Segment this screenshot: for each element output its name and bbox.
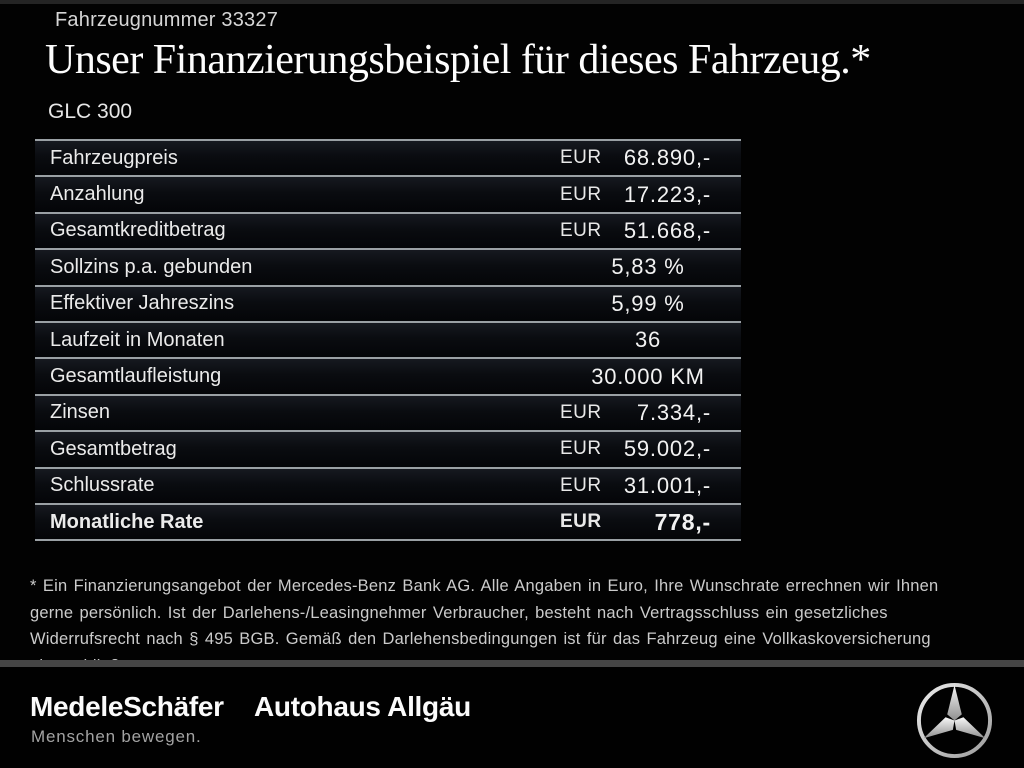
- row-value: 51.668,-: [623, 217, 711, 243]
- row-currency: EUR: [560, 219, 602, 241]
- table-row: Anzahlung EUR 17.223,-: [35, 175, 741, 212]
- row-value: 778,-: [654, 508, 711, 535]
- row-value-area: EUR 68.890,-: [555, 145, 741, 171]
- row-currency: EUR: [560, 183, 602, 205]
- row-value: 5,83 %: [611, 254, 685, 280]
- dealer-logo-medeleschaefer: MedeleSchäfer: [30, 691, 224, 722]
- row-label: Sollzins p.a. gebunden: [50, 255, 253, 278]
- row-label: Fahrzeugpreis: [50, 146, 178, 169]
- page-title: Unser Finanzierungsbeispiel für dieses F…: [45, 37, 871, 83]
- row-label: Gesamtbetrag: [50, 437, 177, 460]
- row-currency: EUR: [560, 511, 602, 533]
- dealer-logo-autohaus-allgaeu: Autohaus Allgäu: [254, 691, 471, 722]
- row-label: Effektiver Jahreszins: [50, 292, 235, 315]
- row-value: 30.000 KM: [591, 363, 705, 389]
- table-row: Schlussrate EUR 31.001,-: [35, 466, 741, 503]
- table-row: Gesamtlaufleistung 30.000 KM: [35, 357, 741, 394]
- footer: MedeleSchäfer Menschen bewegen. Autohaus…: [0, 667, 1024, 768]
- vehicle-number: Fahrzeugnummer 33327: [55, 9, 279, 31]
- vehicle-model: GLC 300: [48, 100, 133, 123]
- table-row: Fahrzeugpreis EUR 68.890,-: [35, 139, 741, 176]
- row-value-area: EUR 51.668,-: [555, 218, 741, 244]
- row-value-area: 5,83 %: [555, 254, 741, 280]
- row-value-area: 5,99 %: [555, 291, 741, 317]
- row-label: Gesamtlaufleistung: [50, 365, 222, 388]
- row-value-area: 30.000 KM: [555, 364, 741, 390]
- row-value-area: EUR 31.001,-: [555, 473, 741, 499]
- row-value-area: 36: [555, 327, 741, 353]
- footer-divider: [0, 660, 1024, 667]
- row-label: Schlussrate: [50, 474, 155, 497]
- top-strip: [0, 0, 1024, 4]
- row-label: Zinsen: [50, 401, 111, 424]
- table-row: Zinsen EUR 7.334,-: [35, 393, 741, 431]
- row-value: 7.334,-: [636, 399, 711, 425]
- row-label: Monatliche Rate: [50, 510, 204, 533]
- table-row: Gesamtbetrag EUR 59.002,-: [35, 430, 741, 467]
- row-value: 5,99 %: [611, 290, 685, 316]
- row-label: Anzahlung: [50, 183, 145, 206]
- table-row: Effektiver Jahreszins 5,99 %: [35, 284, 741, 321]
- mercedes-star-icon: [916, 682, 993, 759]
- table-row: Sollzins p.a. gebunden 5,83 %: [35, 248, 741, 285]
- table-row: Monatliche Rate EUR 778,-: [35, 502, 741, 540]
- financing-table: Fahrzeugpreis EUR 68.890,- Anzahlung EUR…: [35, 139, 741, 542]
- row-value: 36: [634, 327, 662, 353]
- row-value-area: EUR 59.002,-: [555, 436, 741, 462]
- row-label: Laufzeit in Monaten: [50, 328, 225, 351]
- row-value: 68.890,-: [623, 145, 711, 171]
- row-value-area: EUR 17.223,-: [555, 182, 741, 208]
- row-value: 59.002,-: [623, 436, 711, 462]
- table-row: Gesamtkreditbetrag EUR 51.668,-: [35, 211, 741, 249]
- row-currency: EUR: [560, 438, 602, 460]
- row-currency: EUR: [560, 147, 602, 169]
- row-label: Gesamtkreditbetrag: [50, 219, 226, 242]
- row-value-area: EUR 7.334,-: [555, 400, 741, 426]
- table-row: Laufzeit in Monaten 36: [35, 320, 741, 358]
- row-value: 31.001,-: [623, 472, 711, 498]
- row-currency: EUR: [560, 474, 602, 496]
- row-value: 17.223,-: [623, 181, 711, 207]
- dealer-tagline: Menschen bewegen.: [31, 727, 202, 746]
- row-currency: EUR: [560, 401, 602, 423]
- row-value-area: EUR 778,-: [555, 509, 741, 536]
